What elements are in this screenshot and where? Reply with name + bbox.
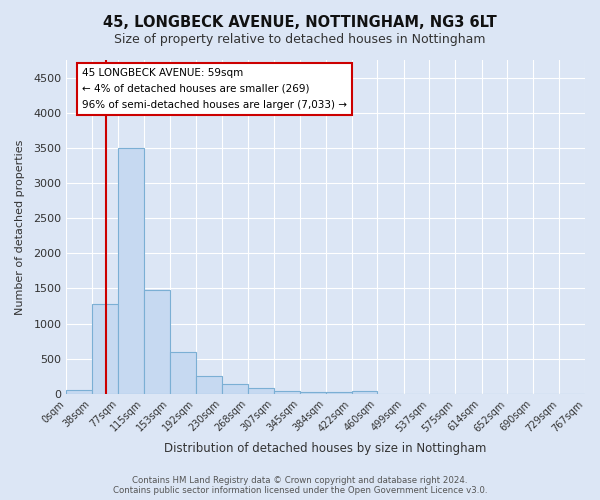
Bar — [274, 390, 299, 394]
Text: 45, LONGBECK AVENUE, NOTTINGHAM, NG3 6LT: 45, LONGBECK AVENUE, NOTTINGHAM, NG3 6LT — [103, 15, 497, 30]
Y-axis label: Number of detached properties: Number of detached properties — [15, 139, 25, 314]
Bar — [326, 392, 352, 394]
Text: Size of property relative to detached houses in Nottingham: Size of property relative to detached ho… — [114, 32, 486, 46]
Text: Contains HM Land Registry data © Crown copyright and database right 2024.
Contai: Contains HM Land Registry data © Crown c… — [113, 476, 487, 495]
Bar — [299, 392, 326, 394]
Bar — [222, 384, 248, 394]
Bar — [248, 388, 274, 394]
Bar — [352, 391, 377, 394]
Bar — [170, 352, 196, 394]
Bar — [196, 376, 222, 394]
Bar — [92, 304, 118, 394]
Bar — [67, 390, 92, 394]
Bar — [118, 148, 144, 394]
X-axis label: Distribution of detached houses by size in Nottingham: Distribution of detached houses by size … — [164, 442, 487, 455]
Text: 45 LONGBECK AVENUE: 59sqm
← 4% of detached houses are smaller (269)
96% of semi-: 45 LONGBECK AVENUE: 59sqm ← 4% of detach… — [82, 68, 347, 110]
Bar — [144, 290, 170, 394]
